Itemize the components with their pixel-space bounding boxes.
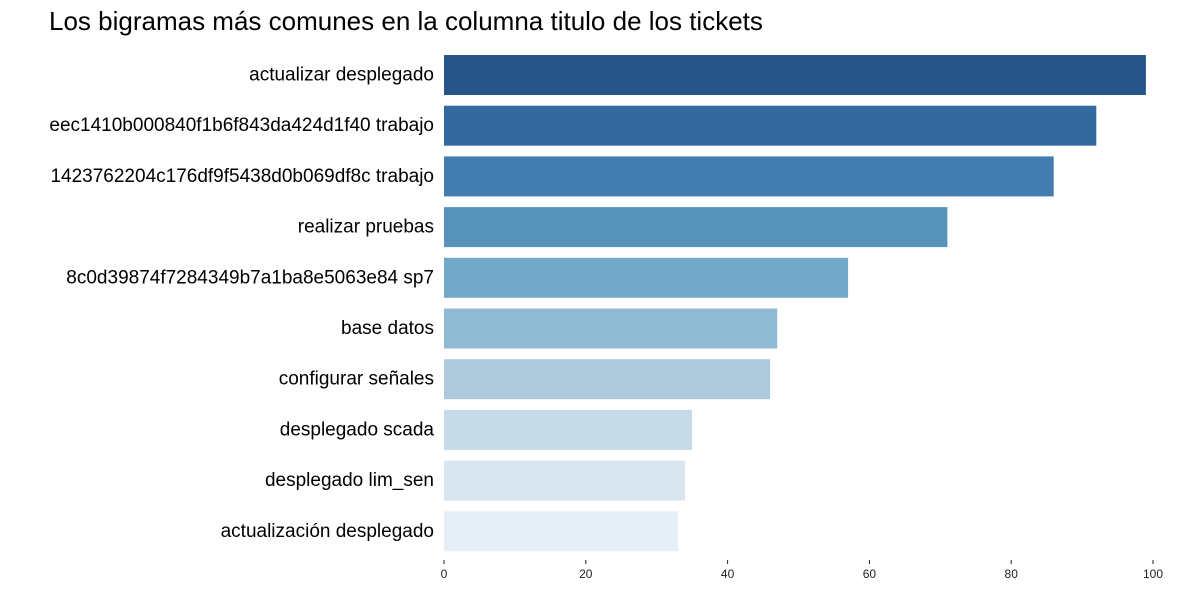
x-tick-label: 100: [1143, 567, 1163, 581]
bar-2: [444, 105, 1097, 146]
x-tick-label: 80: [1005, 567, 1019, 581]
category-label: desplegado scada: [280, 419, 435, 440]
bar-4: [444, 207, 948, 248]
category-label: desplegado lim_sen: [265, 470, 434, 491]
category-label: configurar señales: [279, 369, 434, 390]
bar-1: [444, 55, 1146, 95]
x-tick-label: 20: [579, 567, 593, 581]
category-label: actualización desplegado: [221, 521, 434, 542]
x-axis: 0 20 40 60 80 100: [441, 560, 1163, 581]
category-label: 8c0d39874f7284349b7a1ba8e5063e84 sp7: [66, 267, 434, 288]
category-label: realizar pruebas: [298, 217, 434, 238]
category-label: eec1410b000840f1b6f843da424d1f40 trabajo: [49, 115, 434, 136]
bar-10: [444, 511, 678, 552]
bar-5: [444, 257, 849, 298]
bar-9: [444, 460, 686, 501]
x-tick-label: 40: [721, 567, 735, 581]
bars-group: [444, 55, 1146, 552]
x-tick-label: 60: [863, 567, 877, 581]
category-label: 1423762204c176df9f5438d0b069df8c trabajo: [50, 166, 434, 187]
category-label: actualizar desplegado: [249, 65, 434, 86]
bar-8: [444, 409, 693, 450]
bar-3: [444, 156, 1054, 197]
bar-7: [444, 359, 771, 400]
x-tick-label: 0: [441, 567, 448, 581]
category-labels-group: actualizar desplegado eec1410b000840f1b6f…: [49, 65, 434, 542]
bar-6: [444, 308, 778, 349]
chart-title: Los bigramas más comunes en la columna t…: [49, 6, 763, 36]
category-label: base datos: [341, 318, 434, 339]
